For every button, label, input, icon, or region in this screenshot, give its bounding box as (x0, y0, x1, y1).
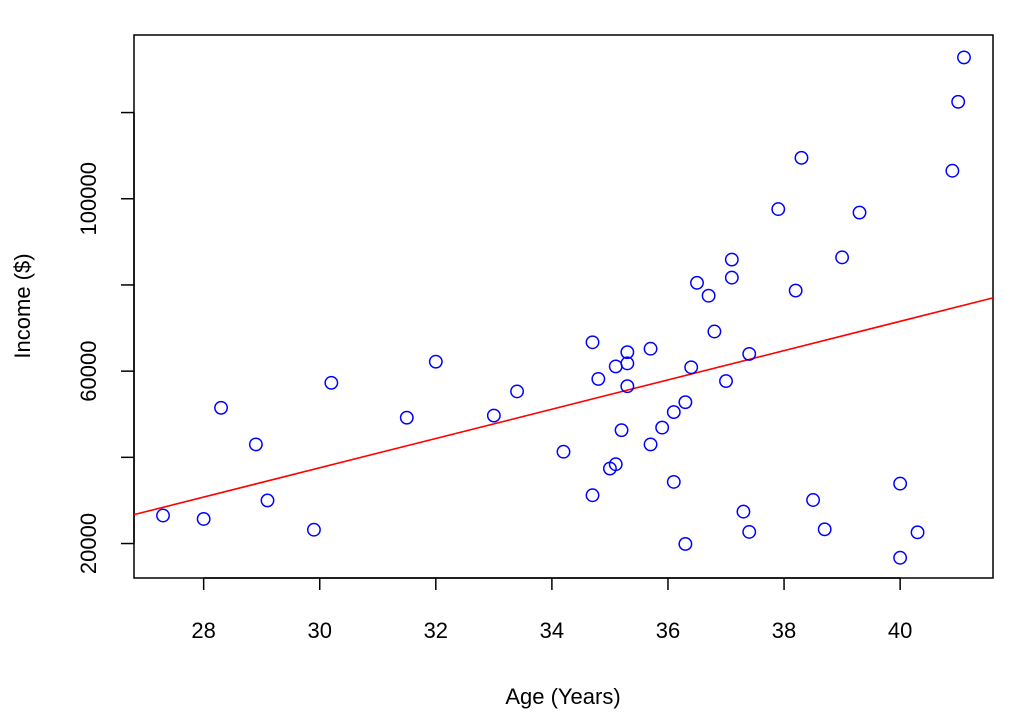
data-point (771, 202, 786, 217)
data-point (666, 474, 681, 489)
data-point (719, 374, 733, 389)
data-point (260, 493, 275, 508)
data-point (724, 252, 739, 267)
y-axis-title: Income ($) (10, 253, 35, 358)
data-point (678, 537, 693, 551)
y-tick-label: 20000 (76, 513, 101, 574)
data-point (556, 444, 571, 459)
data-point (794, 150, 809, 165)
data-point (306, 522, 321, 537)
data-point (643, 437, 658, 452)
data-point (196, 512, 211, 526)
data-point (852, 205, 867, 220)
data-point (893, 550, 908, 565)
data-point (428, 354, 443, 369)
data-point (690, 275, 704, 290)
data-point (486, 408, 501, 423)
x-axis: 28 30 32 34 36 38 40 (191, 577, 912, 643)
data-point (893, 476, 908, 491)
data-point (666, 405, 681, 420)
data-point (585, 488, 600, 503)
data-point (655, 420, 670, 435)
data-point (620, 379, 635, 394)
data-point (684, 360, 699, 375)
data-point (945, 163, 960, 178)
data-point (620, 356, 635, 371)
data-point (724, 270, 739, 285)
data-points-layer (156, 50, 971, 565)
x-tick-label: 28 (191, 618, 215, 643)
data-point (620, 345, 635, 360)
data-point (614, 423, 629, 438)
y-tick-label: 60000 (76, 341, 101, 402)
x-tick-label: 36 (656, 618, 680, 643)
data-point (324, 375, 339, 390)
x-tick-label: 30 (307, 618, 331, 643)
y-axis: 20000 60000 100000 (76, 111, 135, 574)
data-point (951, 94, 966, 109)
data-point (817, 522, 832, 537)
data-point (910, 525, 925, 540)
data-point (806, 493, 821, 507)
data-point (736, 504, 751, 519)
data-point (510, 384, 525, 399)
x-axis-title: Age (Years) (505, 684, 620, 709)
data-point (214, 400, 229, 415)
data-point (742, 524, 757, 539)
data-point (742, 346, 757, 361)
data-point (678, 395, 693, 410)
data-point (585, 335, 600, 350)
data-point (591, 371, 606, 386)
regression-line (133, 297, 994, 516)
x-tick-label: 32 (424, 618, 448, 643)
data-point (701, 288, 716, 303)
data-point (248, 437, 263, 452)
x-tick-label: 38 (772, 618, 796, 643)
x-tick-label: 40 (888, 618, 912, 643)
data-point (957, 50, 971, 65)
data-point (643, 341, 658, 356)
data-point (608, 457, 623, 472)
data-point (399, 410, 414, 425)
data-point (788, 283, 803, 298)
data-point (707, 324, 722, 339)
y-tick-label: 100000 (76, 162, 101, 235)
data-point (835, 250, 850, 265)
regression-line-layer (133, 297, 994, 516)
x-tick-label: 34 (540, 618, 564, 643)
data-point (156, 508, 170, 523)
